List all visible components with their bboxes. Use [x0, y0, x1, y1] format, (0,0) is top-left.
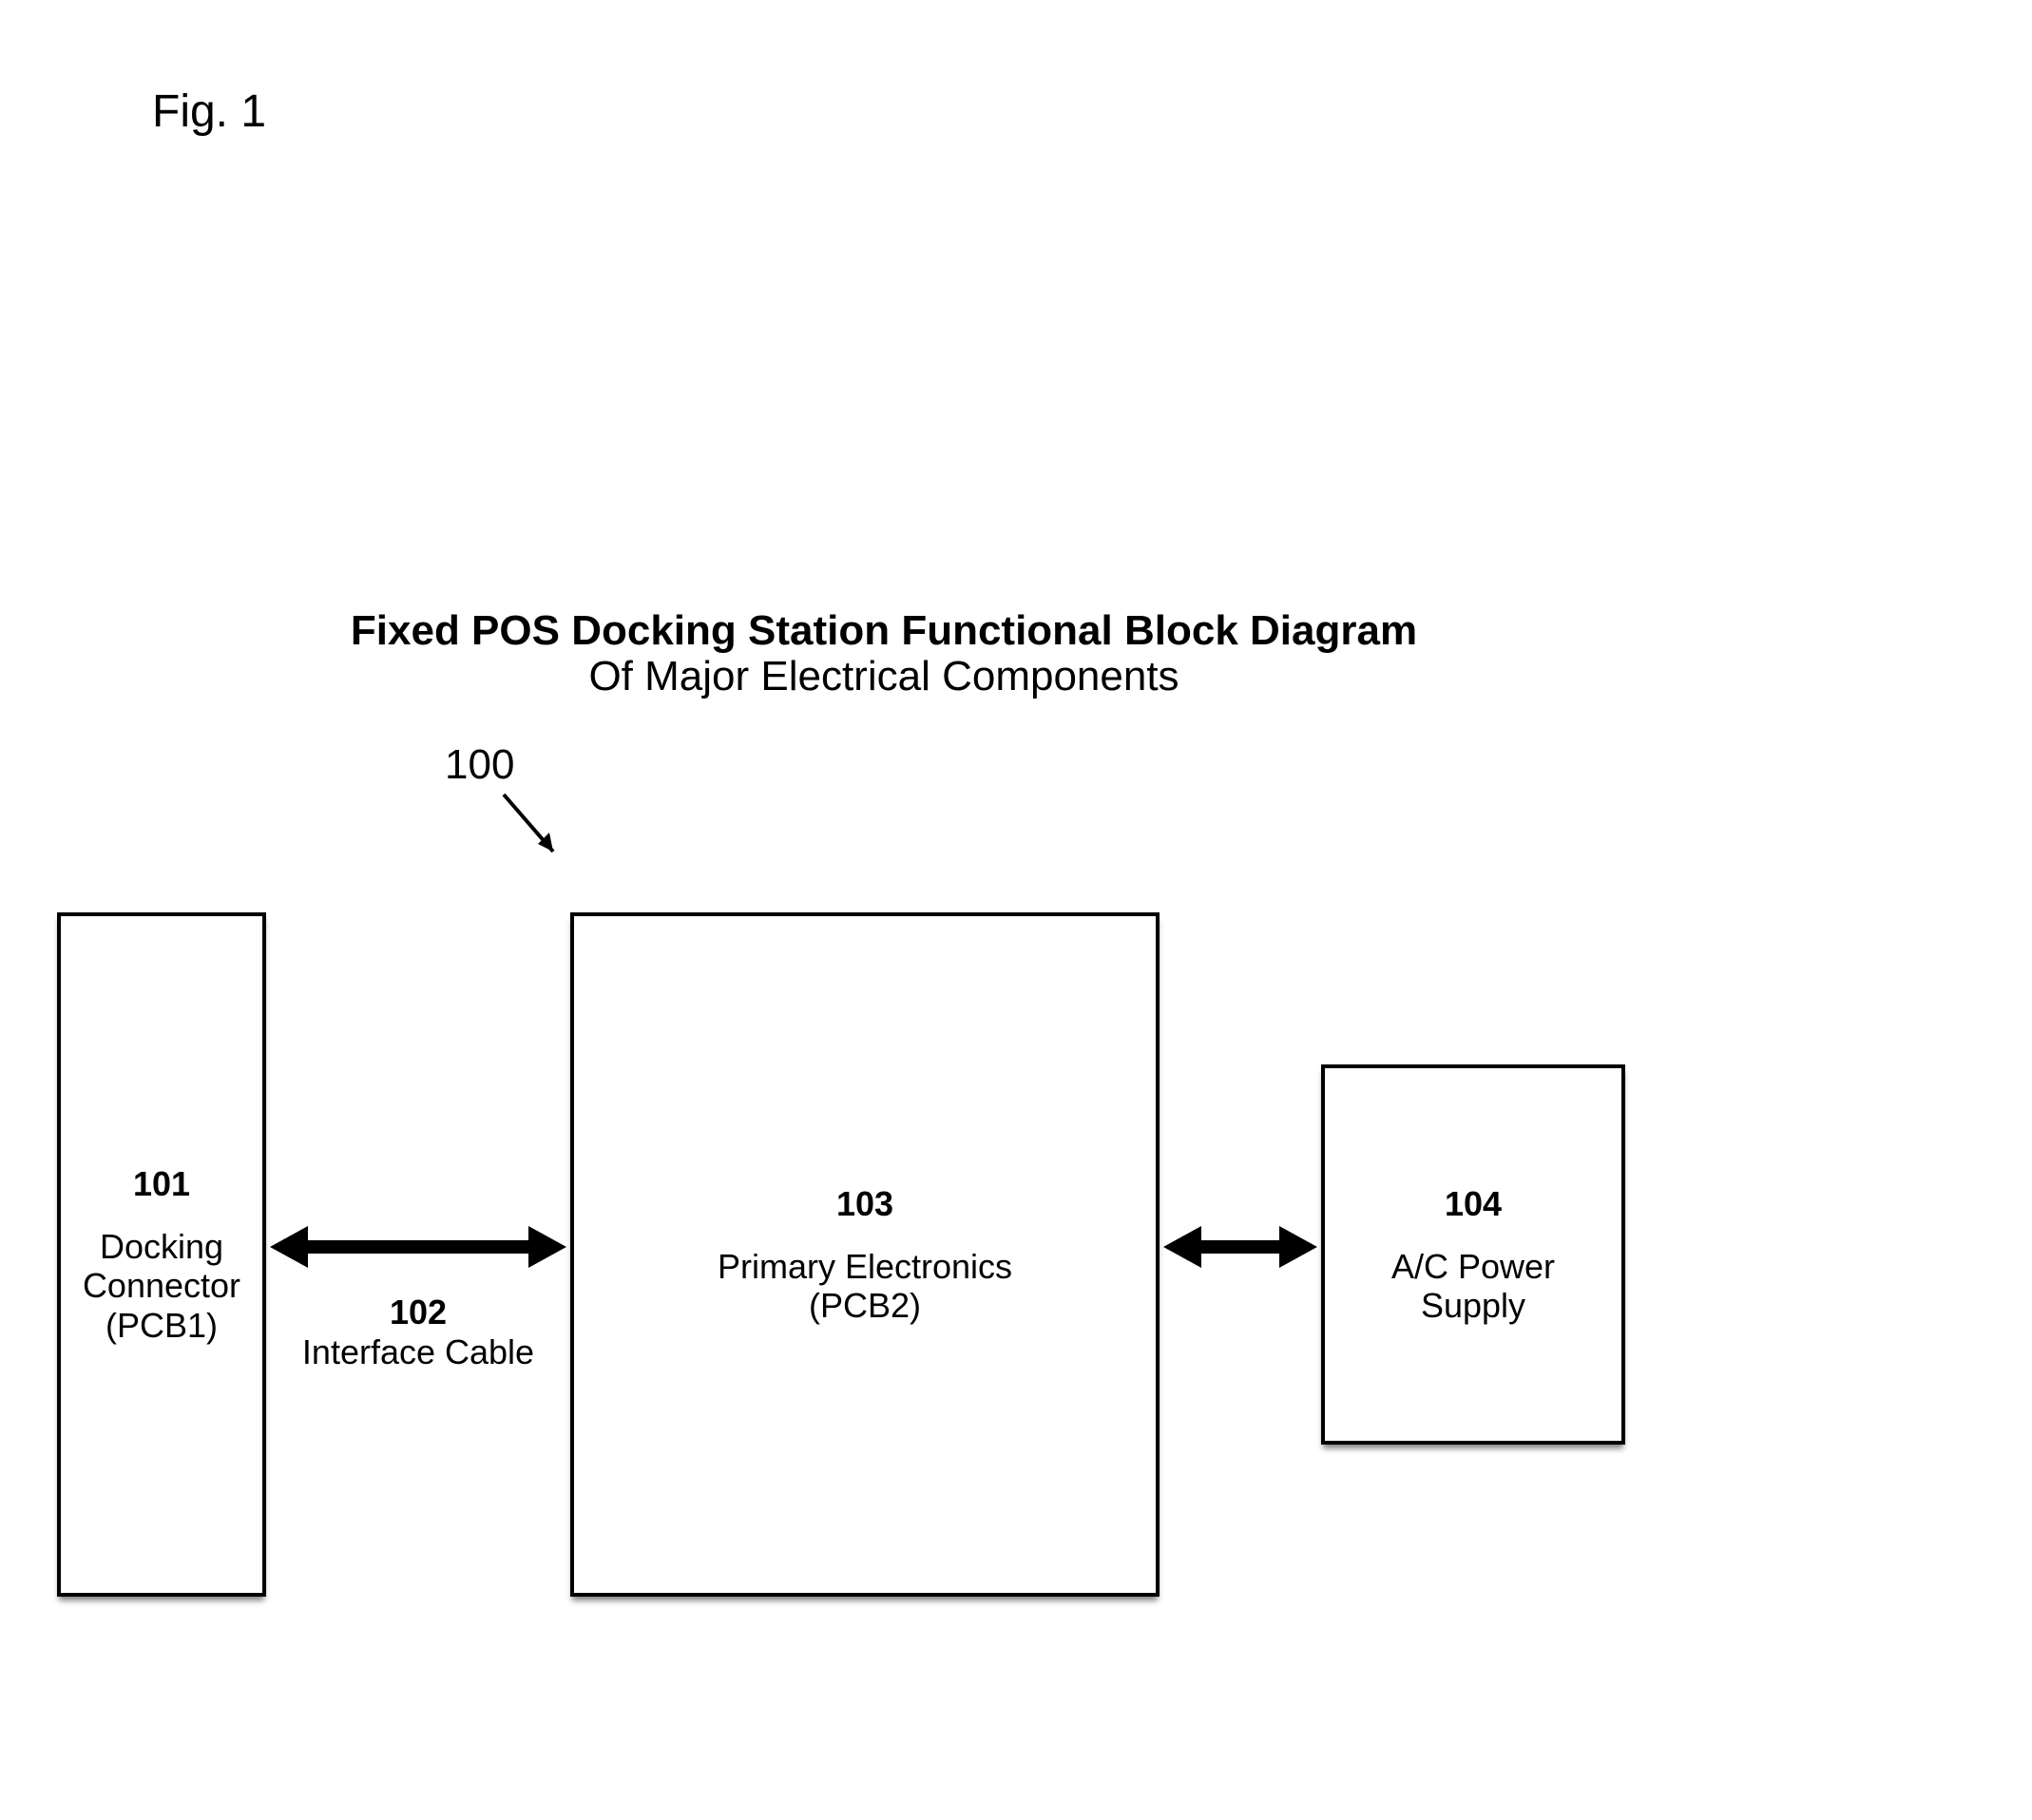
arrow-head-left-icon [270, 1226, 308, 1268]
title-line-2: Of Major Electrical Components [285, 654, 1483, 699]
figure-label: Fig. 1 [152, 86, 266, 138]
block-id: 101 [133, 1164, 190, 1204]
arrow-shaft [304, 1240, 532, 1254]
block-id: 104 [1445, 1184, 1502, 1224]
callout-100: 100 [445, 741, 514, 789]
block-docking-connector: 101 Docking Connector (PCB1) [57, 912, 266, 1597]
arrow-head-left-icon [1163, 1226, 1201, 1268]
block-label: A/C Power Supply [1391, 1247, 1555, 1326]
title-line-1: Fixed POS Docking Station Functional Blo… [285, 608, 1483, 654]
arrow-head-right-icon [528, 1226, 566, 1268]
arrow-to-power [1163, 1226, 1317, 1268]
arrow-id: 102 [285, 1293, 551, 1332]
arrow-head-right-icon [1279, 1226, 1317, 1268]
arrow-shaft [1198, 1240, 1283, 1254]
arrow-label-interface-cable: 102 Interface Cable [285, 1293, 551, 1372]
block-power-supply: 104 A/C Power Supply [1321, 1064, 1625, 1445]
callout-arrow [504, 795, 580, 871]
arrow-interface-cable [270, 1226, 566, 1268]
block-id: 103 [836, 1184, 893, 1224]
diagram-title: Fixed POS Docking Station Functional Blo… [285, 608, 1483, 700]
arrow-text: Interface Cable [285, 1332, 551, 1372]
block-primary-electronics: 103 Primary Electronics (PCB2) [570, 912, 1160, 1597]
block-label: Primary Electronics (PCB2) [718, 1247, 1012, 1326]
block-label: Docking Connector (PCB1) [83, 1227, 240, 1345]
